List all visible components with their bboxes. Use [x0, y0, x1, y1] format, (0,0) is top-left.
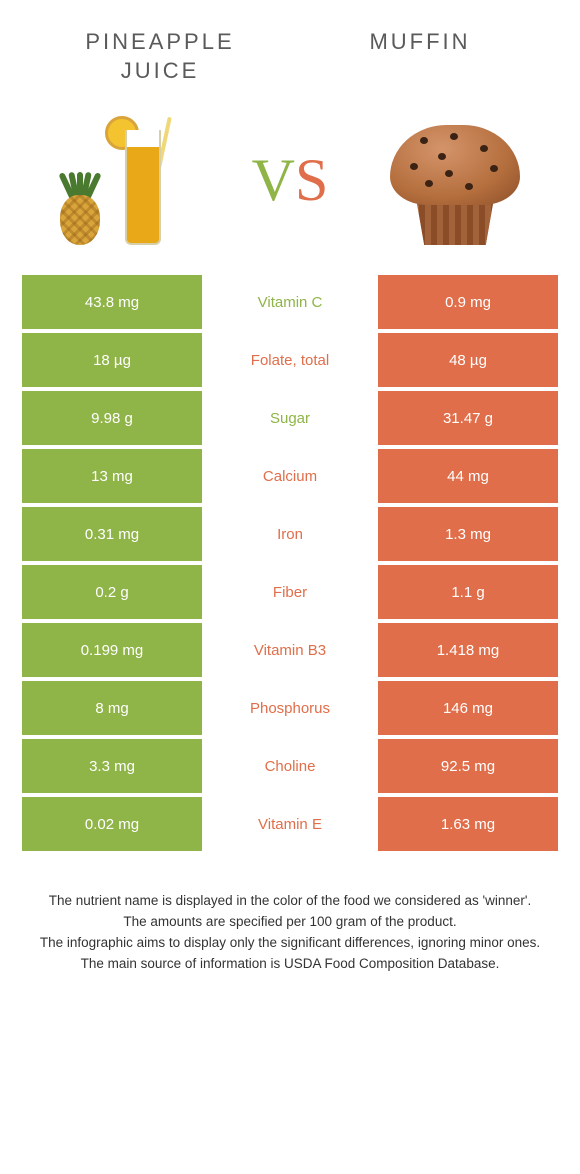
nutrient-label: Vitamin C: [202, 275, 378, 329]
footer-notes: The nutrient name is displayed in the co…: [28, 891, 552, 975]
right-value: 1.63 mg: [378, 797, 558, 851]
table-row: 3.3 mgCholine92.5 mg: [22, 739, 558, 793]
right-value: 146 mg: [378, 681, 558, 735]
table-row: 0.02 mgVitamin E1.63 mg: [22, 797, 558, 851]
left-value: 0.31 mg: [22, 507, 202, 561]
left-value: 9.98 g: [22, 391, 202, 445]
left-value: 13 mg: [22, 449, 202, 503]
vs-s: S: [295, 147, 328, 213]
vs-row: VS: [0, 95, 580, 275]
table-row: 43.8 mgVitamin C0.9 mg: [22, 275, 558, 329]
table-row: 0.31 mgIron1.3 mg: [22, 507, 558, 561]
nutrient-label: Calcium: [202, 449, 378, 503]
right-value: 1.418 mg: [378, 623, 558, 677]
footer-line: The amounts are specified per 100 gram o…: [28, 912, 552, 933]
right-value: 92.5 mg: [378, 739, 558, 793]
left-food-title: Pineapple Juice: [60, 28, 260, 85]
footer-line: The nutrient name is displayed in the co…: [28, 891, 552, 912]
right-value: 1.3 mg: [378, 507, 558, 561]
nutrient-label: Choline: [202, 739, 378, 793]
left-value: 0.02 mg: [22, 797, 202, 851]
right-food-title: Muffin: [320, 28, 520, 85]
right-value: 48 µg: [378, 333, 558, 387]
nutrient-label: Fiber: [202, 565, 378, 619]
right-value: 0.9 mg: [378, 275, 558, 329]
left-value: 3.3 mg: [22, 739, 202, 793]
left-value: 43.8 mg: [22, 275, 202, 329]
nutrient-label: Iron: [202, 507, 378, 561]
header: Pineapple Juice Muffin: [0, 0, 580, 95]
left-value: 0.199 mg: [22, 623, 202, 677]
nutrient-label: Vitamin B3: [202, 623, 378, 677]
table-row: 8 mgPhosphorus146 mg: [22, 681, 558, 735]
vs-v: V: [252, 147, 295, 213]
left-value: 8 mg: [22, 681, 202, 735]
table-row: 0.2 gFiber1.1 g: [22, 565, 558, 619]
table-row: 0.199 mgVitamin B31.418 mg: [22, 623, 558, 677]
table-row: 13 mgCalcium44 mg: [22, 449, 558, 503]
table-row: 9.98 gSugar31.47 g: [22, 391, 558, 445]
right-value: 44 mg: [378, 449, 558, 503]
nutrient-label: Sugar: [202, 391, 378, 445]
vs-label: VS: [252, 146, 329, 215]
footer-line: The infographic aims to display only the…: [28, 933, 552, 954]
nutrient-label: Phosphorus: [202, 681, 378, 735]
nutrient-label: Vitamin E: [202, 797, 378, 851]
right-value: 31.47 g: [378, 391, 558, 445]
footer-line: The main source of information is USDA F…: [28, 954, 552, 975]
table-row: 18 µgFolate, total48 µg: [22, 333, 558, 387]
right-value: 1.1 g: [378, 565, 558, 619]
left-value: 18 µg: [22, 333, 202, 387]
pineapple-juice-image: [40, 115, 210, 245]
nutrient-label: Folate, total: [202, 333, 378, 387]
muffin-image: [370, 115, 540, 245]
left-value: 0.2 g: [22, 565, 202, 619]
comparison-table: 43.8 mgVitamin C0.9 mg18 µgFolate, total…: [22, 275, 558, 851]
